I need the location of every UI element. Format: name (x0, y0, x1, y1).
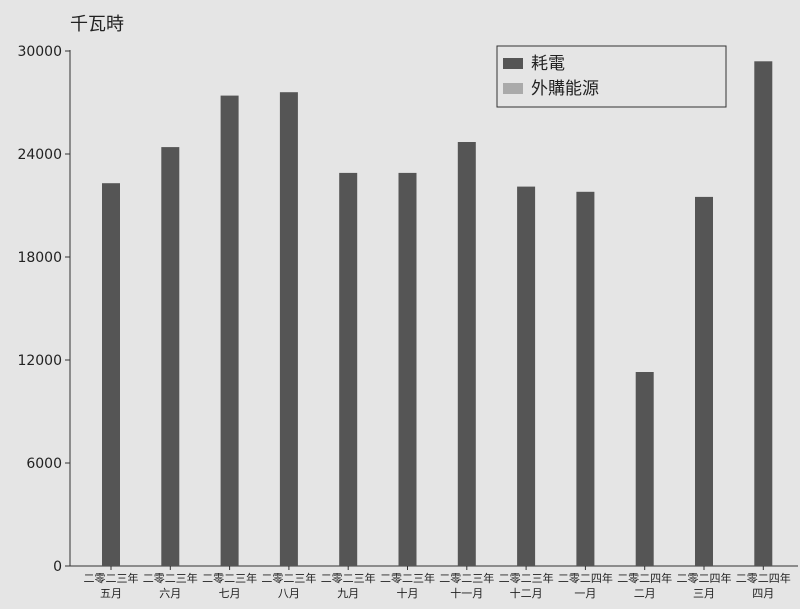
y-tick-label: 30000 (17, 44, 62, 60)
x-tick-label-line: 二零二三年 (202, 571, 257, 585)
x-tick-label: 二零二三年九月 (321, 571, 376, 600)
bar (754, 61, 773, 567)
x-tick-label-line: 二零二三年 (499, 571, 554, 585)
x-tick-label-line: 六月 (159, 587, 181, 600)
bar (695, 196, 713, 566)
x-tick-label: 二零二三年五月 (84, 571, 139, 600)
x-tick-label: 二零二三年六月 (143, 571, 198, 600)
bar (576, 191, 595, 567)
x-tick-label-line: 二零二三年 (321, 571, 376, 585)
y-tick-label: 24000 (17, 147, 62, 163)
y-axis-title: 千瓦時 (70, 14, 124, 35)
x-tick-label: 二零二四年一月 (558, 571, 613, 600)
bar (635, 372, 654, 566)
x-tick-label-line: 七月 (219, 587, 241, 600)
x-tick-label-line: 十一月 (450, 586, 483, 600)
legend-box (496, 45, 727, 108)
y-tick-label: 18000 (17, 250, 62, 266)
bar (161, 147, 180, 566)
y-axis-ticks: 0 6000 12000 18000 24000 30000 (17, 44, 70, 575)
x-tick-label-line: 二零二三年 (143, 571, 198, 585)
bar (220, 95, 239, 566)
x-tick-label-line: 二零二三年 (439, 571, 494, 585)
legend-swatch (503, 83, 523, 94)
y-tick-label: 0 (53, 559, 62, 575)
legend-swatch (503, 58, 523, 69)
legend-label: 耗電 (531, 54, 565, 74)
x-tick-label-line: 八月 (278, 587, 300, 600)
x-tick-label-line: 一月 (574, 587, 596, 600)
x-tick-label: 二零二四年四月 (736, 571, 791, 600)
bar (517, 186, 536, 566)
x-tick-label: 二零二四年三月 (677, 571, 732, 600)
y-tick-label: 6000 (26, 456, 62, 472)
x-axis-ticks: 二零二三年五月二零二三年六月二零二三年七月二零二三年八月二零二三年九月二零二三年… (84, 566, 791, 600)
x-tick-label-line: 二零二四年 (677, 571, 732, 585)
x-tick-label: 二零二三年十一月 (439, 571, 494, 600)
x-tick-label-line: 二零二三年 (84, 571, 139, 585)
x-tick-label-line: 四月 (752, 587, 774, 600)
y-tick-label: 12000 (17, 353, 62, 369)
x-tick-label-line: 五月 (100, 587, 122, 600)
x-tick-label: 二零二三年八月 (261, 571, 316, 600)
x-tick-label-line: 二零二四年 (736, 571, 791, 585)
x-tick-label: 二零二三年十月 (380, 571, 435, 600)
bars (102, 61, 773, 567)
x-tick-label-line: 三月 (693, 587, 715, 600)
x-tick-label-line: 九月 (337, 587, 359, 600)
bar (398, 172, 417, 566)
x-tick-label: 二零二三年七月 (202, 571, 257, 600)
x-tick-label-line: 二零二四年 (558, 571, 613, 585)
x-tick-label-line: 十月 (397, 586, 419, 600)
legend-label: 外購能源 (531, 79, 599, 99)
bar (457, 142, 476, 566)
x-tick-label-line: 十二月 (510, 586, 543, 600)
axes (69, 50, 798, 567)
x-tick-label-line: 二零二四年 (617, 571, 672, 585)
x-tick-label: 二零二四年二月 (617, 571, 672, 600)
bar (339, 172, 358, 566)
bar (279, 92, 298, 566)
x-tick-label: 二零二三年十二月 (499, 571, 554, 600)
x-tick-label-line: 二零二三年 (261, 571, 316, 585)
bar (102, 183, 120, 566)
x-tick-label-line: 二月 (634, 587, 656, 600)
x-tick-label-line: 二零二三年 (380, 571, 435, 585)
